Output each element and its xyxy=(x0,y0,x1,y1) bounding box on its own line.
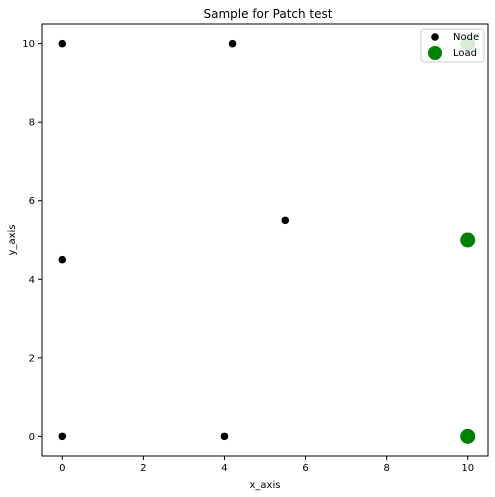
legend-marker-node xyxy=(431,33,439,41)
plot-area xyxy=(58,36,475,444)
x-tick-label: 6 xyxy=(302,463,308,474)
x-axis-ticks: 0 2 4 6 8 10 xyxy=(59,456,474,474)
legend-marker-load xyxy=(428,46,442,60)
x-tick-label: 10 xyxy=(461,463,474,474)
y-tick-label: 4 xyxy=(29,275,35,286)
y-tick-label: 10 xyxy=(22,39,35,50)
legend-label-node: Node xyxy=(453,32,479,43)
y-tick-label: 0 xyxy=(29,432,35,443)
data-point-load xyxy=(460,233,475,248)
data-point-node xyxy=(58,256,66,264)
data-point-load xyxy=(460,429,475,444)
data-point-node xyxy=(58,40,66,48)
data-point-node xyxy=(229,40,237,48)
data-point-node xyxy=(281,217,289,225)
y-axis-label: y_axis xyxy=(7,225,18,256)
y-tick-label: 2 xyxy=(29,353,35,364)
legend: Node Load xyxy=(421,29,484,62)
y-axis-ticks: 0 2 4 6 8 10 xyxy=(22,39,42,443)
x-tick-label: 2 xyxy=(140,463,146,474)
legend-label-load: Load xyxy=(453,48,477,59)
x-tick-label: 4 xyxy=(221,463,227,474)
data-point-node xyxy=(221,433,229,441)
x-tick-label: 8 xyxy=(383,463,389,474)
chart-title: Sample for Patch test xyxy=(204,7,333,21)
y-tick-label: 6 xyxy=(29,196,35,207)
x-tick-label: 0 xyxy=(59,463,65,474)
data-point-node xyxy=(58,433,66,441)
plot-frame xyxy=(42,24,488,456)
x-axis-label: x_axis xyxy=(250,480,281,491)
y-tick-label: 8 xyxy=(29,118,35,129)
